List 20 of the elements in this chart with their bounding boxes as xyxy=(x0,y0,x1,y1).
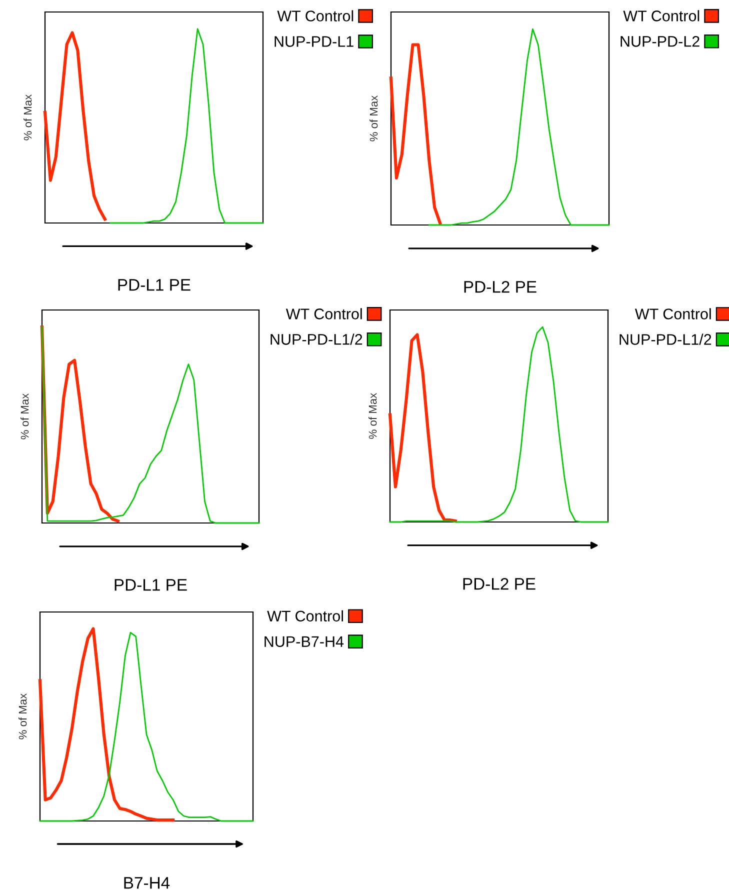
y-axis-title: % of Max xyxy=(368,392,377,439)
y-axis-title: % of Max xyxy=(18,693,27,740)
x-axis-title: PD-L1 PE xyxy=(114,579,187,591)
x-axis-title: B7-H4 xyxy=(124,877,170,889)
legend-label: WT Control xyxy=(286,308,362,320)
x-axis-title: PD-L2 PE xyxy=(463,578,536,590)
legend-label: NUP-PD-L1/2 xyxy=(620,334,712,345)
legend-label: WT Control xyxy=(277,10,354,22)
y-axis-title: % of Max xyxy=(24,94,32,140)
x-axis-title: PD-L2 PE xyxy=(464,280,536,293)
legend-label: NUP-PD-L1/2 xyxy=(270,334,362,345)
legend-label: WT Control xyxy=(634,308,711,320)
legend-label: NUP-B7-H4 xyxy=(264,636,344,647)
y-axis-title: % of Max xyxy=(20,393,29,440)
legend-label: NUP-PD-L2 xyxy=(620,36,700,47)
y-axis-title: % of Max xyxy=(370,95,378,142)
legend-label: WT Control xyxy=(623,10,700,22)
legend-label: NUP-PD-L1 xyxy=(274,36,354,47)
legend-label: WT Control xyxy=(267,610,343,622)
x-axis-title: PD-L1 PE xyxy=(118,279,190,291)
